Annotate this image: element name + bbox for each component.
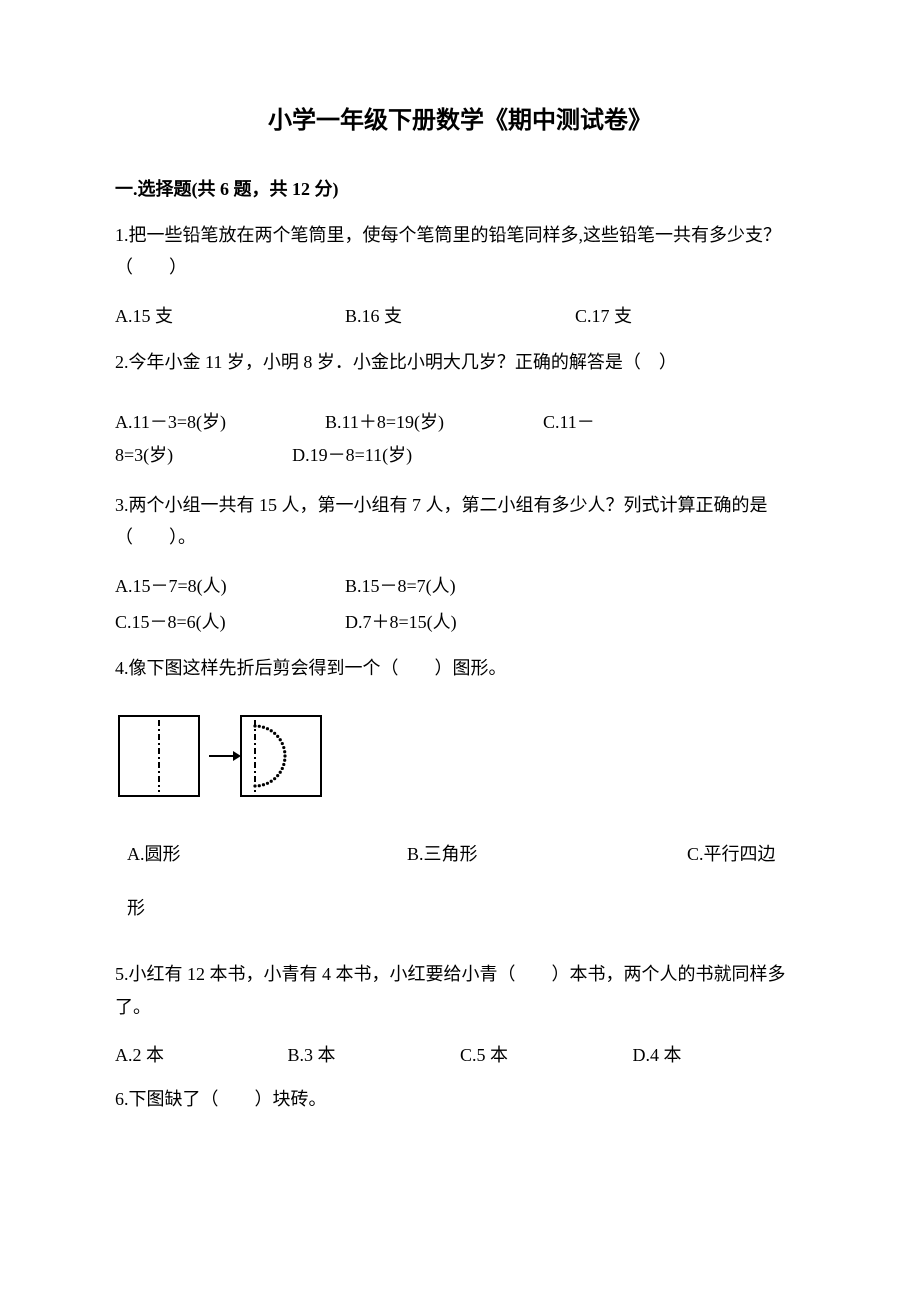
q2-opt-a: A.11－3=8(岁)	[115, 412, 226, 432]
fold-cut-diagram	[115, 712, 325, 802]
q5-opt-a: A.2 本	[115, 1041, 288, 1067]
q5-options: A.2 本 B.3 本 C.5 本 D.4 本	[115, 1041, 805, 1067]
q4-options: A.圆形 B.三角形 C.平行四边	[115, 840, 805, 866]
q3-opt-c: C.15－8=6(人)	[115, 608, 345, 634]
q2-opt-d: D.19－8=11(岁)	[292, 445, 412, 465]
q5-opt-d: D.4 本	[633, 1041, 806, 1067]
q3-opt-d: D.7＋8=15(人)	[345, 608, 575, 634]
q4-diagram	[115, 712, 805, 802]
section-header: 一.选择题(共 6 题，共 12 分)	[115, 175, 805, 201]
q3-text: 3.两个小组一共有 15 人，第一小组有 7 人，第二小组有多少人？列式计算正确…	[115, 489, 805, 554]
q3-opt-b: B.15－8=7(人)	[345, 572, 575, 598]
q3-opt-a: A.15－7=8(人)	[115, 572, 345, 598]
q5-opt-b: B.3 本	[288, 1041, 461, 1067]
q2-options: A.11－3=8(岁) B.11＋8=19(岁) C.11－ 8=3(岁) D.…	[115, 406, 805, 471]
q1-options: A.15 支 B.16 支 C.17 支	[115, 302, 805, 328]
q2-opt-c-prefix: C.11－	[543, 412, 595, 432]
q1-text: 1.把一些铅笔放在两个笔筒里，使每个笔筒里的铅笔同样多,这些铅笔一共有多少支？（…	[115, 219, 805, 284]
q2-opt-c-tail: 8=3(岁)	[115, 445, 173, 465]
q6-text: 6.下图缺了（ ）块砖。	[115, 1085, 805, 1111]
q1-opt-b: B.16 支	[345, 302, 575, 328]
q4-opt-a: A.圆形	[127, 840, 407, 866]
q4-opt-c-head: C.平行四边	[687, 840, 805, 866]
q5-opt-c: C.5 本	[460, 1041, 633, 1067]
q2-opt-b: B.11＋8=19(岁)	[325, 412, 444, 432]
q4-opt-b: B.三角形	[407, 840, 687, 866]
q3-options: A.15－7=8(人) B.15－8=7(人) C.15－8=6(人) D.7＋…	[115, 572, 805, 634]
q1-opt-a: A.15 支	[115, 302, 345, 328]
q5-text: 5.小红有 12 本书，小青有 4 本书，小红要给小青（ ）本书，两个人的书就同…	[115, 958, 805, 1023]
q2-text: 2.今年小金 11 岁，小明 8 岁．小金比小明大几岁？正确的解答是（ ）	[115, 346, 805, 378]
page-title: 小学一年级下册数学《期中测试卷》	[115, 100, 805, 135]
q4-opt-c-tail: 形	[115, 894, 805, 920]
q1-opt-c: C.17 支	[575, 302, 805, 328]
q4-text: 4.像下图这样先折后剪会得到一个（ ）图形。	[115, 652, 805, 684]
